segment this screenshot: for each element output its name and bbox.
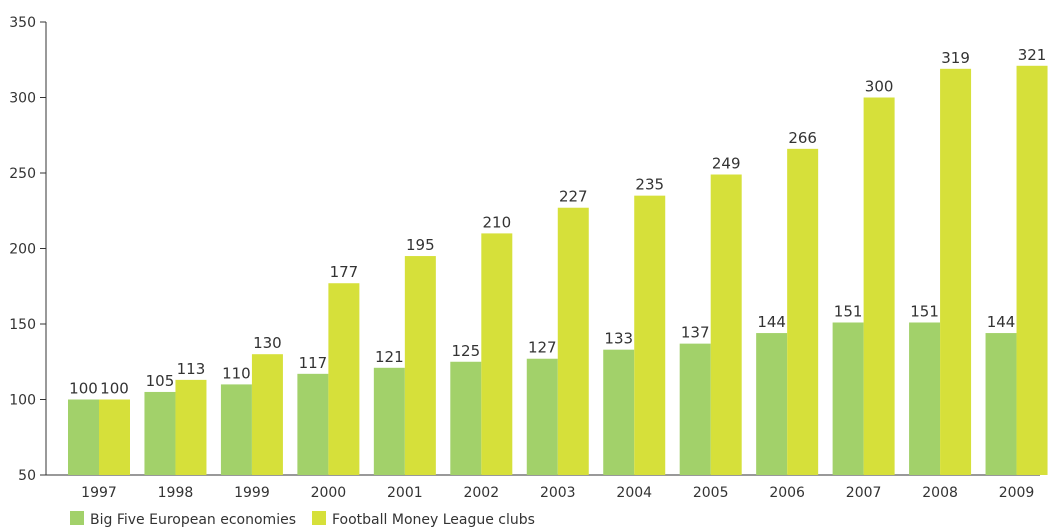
bar-economies-1997 [68,399,99,475]
bar-clubs-2002 [481,233,513,475]
y-tick-label: 350 [9,15,36,31]
data-label: 227 [559,188,588,206]
data-label: 137 [681,324,710,342]
legend: Big Five European economies Football Mone… [70,511,535,528]
data-label: 210 [482,213,511,231]
bar-clubs-2008 [940,68,972,475]
x-axis: 1997 1998 1999 2000 2001 2002 2003 2004 2005 2006… [46,474,1040,501]
legend-swatch [70,511,84,525]
data-label: 235 [635,176,664,194]
bar-economies-1999 [220,384,252,475]
data-label: 113 [177,360,206,378]
data-label: 127 [528,339,557,357]
data-label: 195 [406,236,435,254]
data-label: 105 [146,372,175,390]
x-tick-label: 2002 [463,485,499,501]
bar-economies-2005 [679,343,711,475]
data-label: 144 [757,313,786,331]
x-tick-label: 2007 [846,485,882,501]
bar-clubs-1998 [175,379,207,475]
data-label: 321 [1018,46,1047,64]
data-label: 133 [604,330,633,348]
bar-clubs-1997 [99,399,130,475]
bars [68,65,1048,476]
bar-economies-2001 [373,367,405,475]
bar-clubs-2005 [710,174,742,475]
data-label: 121 [375,348,404,366]
x-tick-label: 2003 [540,485,576,501]
y-axis: 50 100 150 200 250 300 350 [9,15,47,484]
bar-clubs-2009 [1016,65,1048,475]
data-label: 110 [222,364,251,382]
data-label: 266 [788,129,817,147]
data-label: 177 [330,263,359,281]
data-label: 100 [100,380,129,398]
data-label: 249 [712,155,741,173]
y-tick-label: 300 [9,91,36,107]
data-label: 144 [987,313,1016,331]
x-tick-label: 2006 [769,485,805,501]
data-label: 130 [253,334,282,352]
legend-label: Football Money League clubs [332,512,535,528]
legend-label: Big Five European economies [90,512,296,528]
x-tick-label: 2009 [999,485,1035,501]
bar-clubs-1999 [251,354,283,475]
data-label: 151 [910,302,939,320]
bar-clubs-2000 [328,283,360,475]
bar-clubs-2006 [787,148,819,475]
bar-clubs-2003 [557,207,589,476]
x-tick-label: 2001 [387,485,423,501]
data-label: 125 [451,342,480,360]
data-label: 319 [941,49,970,67]
legend-swatch [312,511,326,525]
bar-clubs-2007 [863,97,895,475]
bar-economies-2008 [909,322,941,475]
x-tick-label: 1999 [234,485,270,501]
x-tick-label: 2008 [922,485,958,501]
bar-economies-2007 [832,322,864,475]
bar-economies-2000 [297,373,329,475]
bar-economies-2006 [756,333,788,475]
y-tick-label: 100 [9,393,36,409]
bar-economies-1998 [144,391,176,475]
data-label: 151 [834,302,863,320]
bar-economies-2004 [603,349,635,475]
x-tick-label: 1998 [158,485,194,501]
x-tick-label: 1997 [81,485,117,501]
x-tick-label: 2004 [616,485,652,501]
bar-economies-2002 [450,361,482,475]
bar-clubs-2004 [634,195,666,475]
data-label: 300 [865,78,894,96]
y-tick-label: 250 [9,166,36,182]
data-label: 117 [299,354,328,372]
bar-economies-2003 [526,358,558,475]
bar-clubs-2001 [404,256,436,475]
data-label: 100 [69,380,98,398]
bar-economies-2009 [985,333,1017,475]
x-tick-label: 2000 [311,485,347,501]
y-tick-label: 150 [9,317,36,333]
y-tick-label: 200 [9,242,36,258]
y-tick-label: 50 [18,468,36,484]
x-tick-label: 2005 [693,485,729,501]
